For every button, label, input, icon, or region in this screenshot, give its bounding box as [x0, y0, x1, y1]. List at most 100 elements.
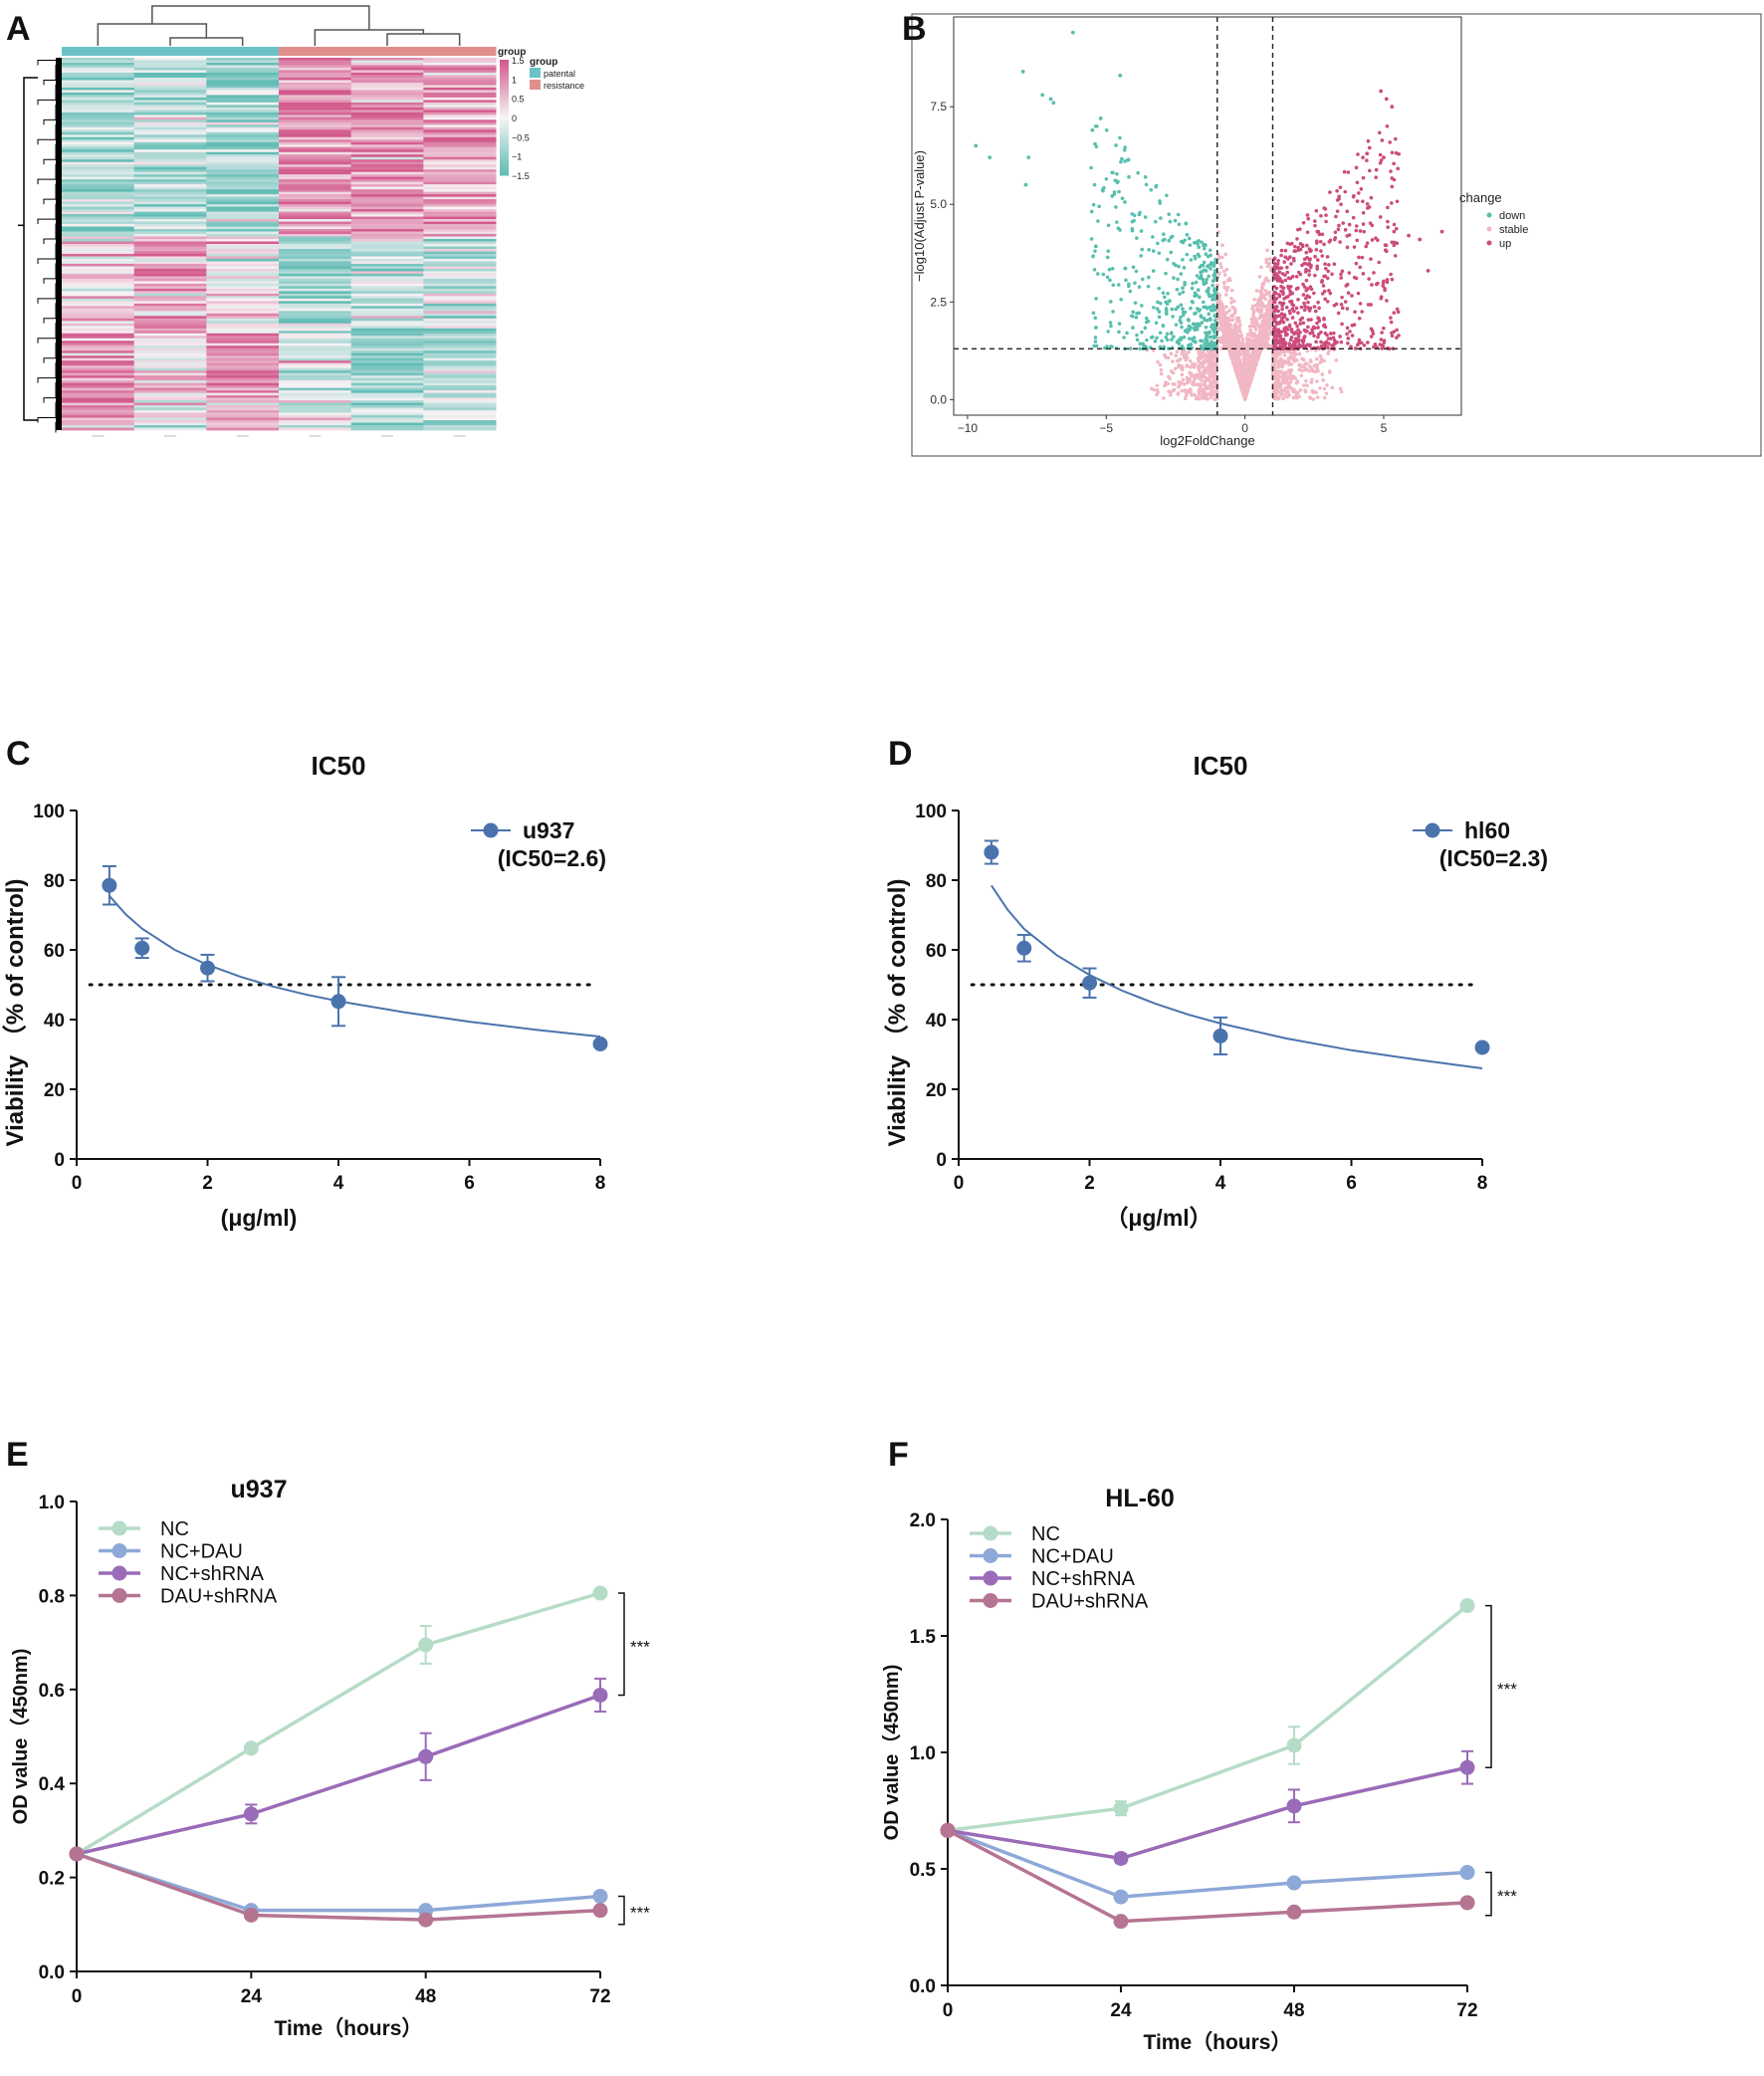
heatmap-cell — [134, 60, 207, 63]
up-point — [1390, 176, 1394, 180]
heatmap-cell — [62, 336, 134, 339]
stable-point — [1219, 341, 1223, 345]
heatmap-cell — [134, 375, 207, 378]
heatmap-cell — [62, 197, 134, 200]
heatmap-cell — [351, 164, 424, 167]
stable-point — [1171, 382, 1175, 386]
heatmap-cell — [62, 341, 134, 344]
stable-point — [1239, 365, 1243, 369]
heatmap-cell — [62, 162, 134, 165]
heatmap-cell — [423, 418, 496, 421]
heatmap-cell — [279, 187, 351, 190]
down-point — [1202, 264, 1206, 268]
heatmap-cell — [423, 159, 496, 162]
heatmap-cell — [351, 291, 424, 294]
down-point — [1204, 243, 1208, 247]
heatmap-cell — [206, 269, 279, 272]
down-point — [1176, 278, 1180, 282]
heatmap-cell — [423, 174, 496, 177]
stable-point — [1237, 320, 1241, 324]
heatmap-cell — [423, 299, 496, 302]
heatmap-cell — [206, 350, 279, 353]
heatmap-cell — [62, 420, 134, 423]
heatmap-cell — [206, 279, 279, 282]
heatmap-cell — [351, 336, 424, 339]
heatmap-cell — [206, 73, 279, 76]
down-point — [1165, 311, 1169, 315]
up-point — [1346, 307, 1350, 311]
heatmap-cell — [206, 254, 279, 257]
heatmap-cell — [134, 182, 207, 185]
heatmap-cell — [423, 202, 496, 205]
color-scale-segment — [500, 92, 509, 95]
heatmap-cell — [134, 244, 207, 247]
heatmap-cell — [62, 134, 134, 137]
down-point — [1094, 245, 1098, 249]
down-point — [1188, 328, 1192, 332]
down-point — [1183, 281, 1187, 285]
up-point — [1354, 346, 1358, 350]
heatmap-cell — [62, 378, 134, 381]
heatmap-cell — [423, 370, 496, 373]
heatmap-cell — [62, 256, 134, 259]
down-point — [1202, 306, 1206, 310]
heatmap-cell — [351, 98, 424, 101]
heatmap-cell — [279, 350, 351, 353]
heatmap-cell — [423, 363, 496, 366]
up-point — [1302, 302, 1306, 306]
heatmap-cell — [206, 249, 279, 252]
heatmap-cell — [279, 329, 351, 332]
heatmap-cell — [62, 405, 134, 408]
heatmap-cell — [134, 316, 207, 319]
down-point — [1198, 255, 1202, 259]
up-point — [1289, 262, 1293, 266]
heatmap-cell — [279, 174, 351, 177]
down-point — [1197, 245, 1201, 249]
color-scale-segment — [500, 77, 509, 80]
heatmap-cell — [351, 271, 424, 274]
down-point — [1191, 301, 1195, 305]
down-point — [1195, 281, 1199, 285]
heatmap-cell — [279, 269, 351, 272]
stable-point — [1268, 294, 1272, 298]
heatmap-cell — [279, 75, 351, 78]
heatmap-cell — [423, 139, 496, 142]
down-point — [1193, 241, 1197, 245]
heatmap-cell — [351, 418, 424, 421]
heatmap-cell — [279, 105, 351, 108]
heatmap-cell — [134, 246, 207, 249]
heatmap-cell — [423, 95, 496, 98]
up-point — [1348, 271, 1352, 275]
down-point — [1094, 326, 1098, 330]
heatmap-cell — [279, 224, 351, 227]
heatmap-cell — [62, 60, 134, 63]
stable-point — [1255, 308, 1259, 312]
heatmap-cell — [62, 212, 134, 215]
heatmap-cell — [423, 129, 496, 132]
group-legend-title: group — [498, 47, 526, 58]
down-point — [1119, 298, 1123, 302]
down-point — [1205, 281, 1209, 285]
heatmap-cell — [206, 142, 279, 145]
heatmap-cell — [134, 324, 207, 327]
down-point — [1156, 242, 1160, 246]
heatmap-cell — [423, 122, 496, 125]
stable-point — [1199, 383, 1203, 387]
stable-point — [1249, 376, 1253, 380]
heatmap-cell — [206, 108, 279, 111]
heatmap-cells — [62, 58, 497, 430]
stable-point — [1265, 248, 1269, 252]
heatmap-cell — [206, 294, 279, 297]
heatmap-cell — [134, 339, 207, 342]
down-point — [1109, 300, 1113, 304]
down-point — [1172, 276, 1176, 280]
up-point — [1344, 228, 1348, 232]
down-point — [1193, 312, 1197, 316]
heatmap-cell — [423, 222, 496, 225]
heatmap-cell — [423, 60, 496, 63]
down-point — [1196, 325, 1200, 329]
up-point — [1306, 217, 1310, 221]
heatmap-cell — [279, 306, 351, 309]
up-point — [1325, 334, 1329, 338]
